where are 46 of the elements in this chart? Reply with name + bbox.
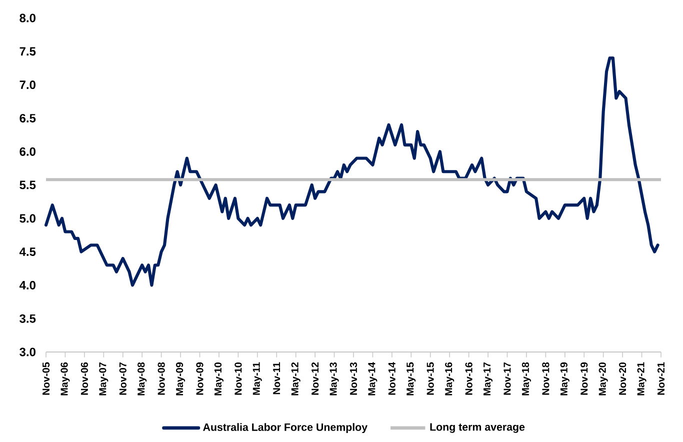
x-tick-label: Nov-09 xyxy=(196,362,204,395)
x-tick-label: May-16 xyxy=(445,362,454,396)
x-tick-label: Nov-13 xyxy=(350,362,358,395)
x-tick-label: Nov-19 xyxy=(580,362,588,395)
y-tick-label: 5.0 xyxy=(20,214,36,223)
x-tick-label: Nov-18 xyxy=(542,362,550,395)
x-tick-label: Nov-21 xyxy=(657,362,665,395)
y-tick-label: 5.5 xyxy=(20,180,36,190)
x-tick-label: May-19 xyxy=(560,362,570,396)
y-tick-label: 8.0 xyxy=(20,14,36,22)
x-tick-label: May-21 xyxy=(637,362,646,396)
x-tick-label: Nov-07 xyxy=(119,362,126,395)
y-tick-label: 6.5 xyxy=(20,114,36,122)
y-tick-label: 4.0 xyxy=(19,280,36,290)
x-tick-label: May-11 xyxy=(252,362,262,395)
legend-label: Long term average xyxy=(430,423,525,433)
x-tick-label: May-08 xyxy=(138,362,147,396)
x-tick-label: Nov-16 xyxy=(465,362,472,395)
x-tick-label: Nov-08 xyxy=(158,362,165,395)
x-tick-label: May-10 xyxy=(214,362,224,396)
x-tick-label: Nov-15 xyxy=(426,362,434,395)
x-tick-label: Nov-05 xyxy=(42,362,50,395)
y-tick-label: 7.0 xyxy=(20,80,36,90)
x-tick-label: Nov-17 xyxy=(504,362,511,395)
y-tick-label: 6.0 xyxy=(20,147,36,156)
x-tick-label: Nov-14 xyxy=(388,362,396,395)
x-tick-label: May-14 xyxy=(368,362,378,396)
x-tick-label: May-17 xyxy=(484,362,492,396)
y-tick-label: 3.0 xyxy=(20,348,36,356)
x-tick-label: Nov-06 xyxy=(80,362,88,395)
x-tick-label: May-12 xyxy=(291,362,300,396)
y-tick-label: 4.5 xyxy=(19,248,36,256)
y-tick-label: 3.5 xyxy=(20,314,36,323)
x-tick-label: May-18 xyxy=(522,362,531,396)
x-tick-label: Nov-10 xyxy=(234,362,242,395)
y-tick-label: 7.5 xyxy=(20,47,36,56)
legend-label: Australia Labor Force Unemploy xyxy=(203,423,368,434)
x-tick-label: May-13 xyxy=(330,362,339,396)
x-tick-label: May-07 xyxy=(99,362,108,396)
x-tick-label: May-09 xyxy=(176,362,186,396)
x-tick-label: May-06 xyxy=(60,362,70,396)
x-tick-label: May-15 xyxy=(406,362,416,396)
x-tick-label: Nov-20 xyxy=(619,362,626,395)
x-tick-label: May-20 xyxy=(598,362,608,396)
x-tick-label: Nov-11 xyxy=(273,362,280,394)
x-tick-label: Nov-12 xyxy=(312,362,319,395)
